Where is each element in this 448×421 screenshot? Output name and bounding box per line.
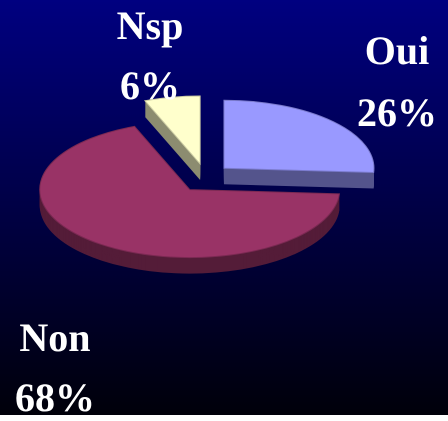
category-label: Oui bbox=[365, 28, 429, 73]
category-label: Non bbox=[19, 315, 90, 360]
slice bbox=[143, 95, 201, 166]
category-label: Nsp bbox=[117, 3, 184, 48]
slice bbox=[39, 125, 340, 259]
labels: Oui 26% Non 68% Nsp 6% bbox=[15, 3, 437, 420]
pie bbox=[39, 95, 375, 274]
value-label: 6% bbox=[120, 63, 180, 108]
slice bbox=[223, 99, 375, 173]
value-label: 26% bbox=[357, 90, 437, 135]
bottom-strip bbox=[0, 415, 448, 421]
value-label: 68% bbox=[15, 375, 95, 420]
